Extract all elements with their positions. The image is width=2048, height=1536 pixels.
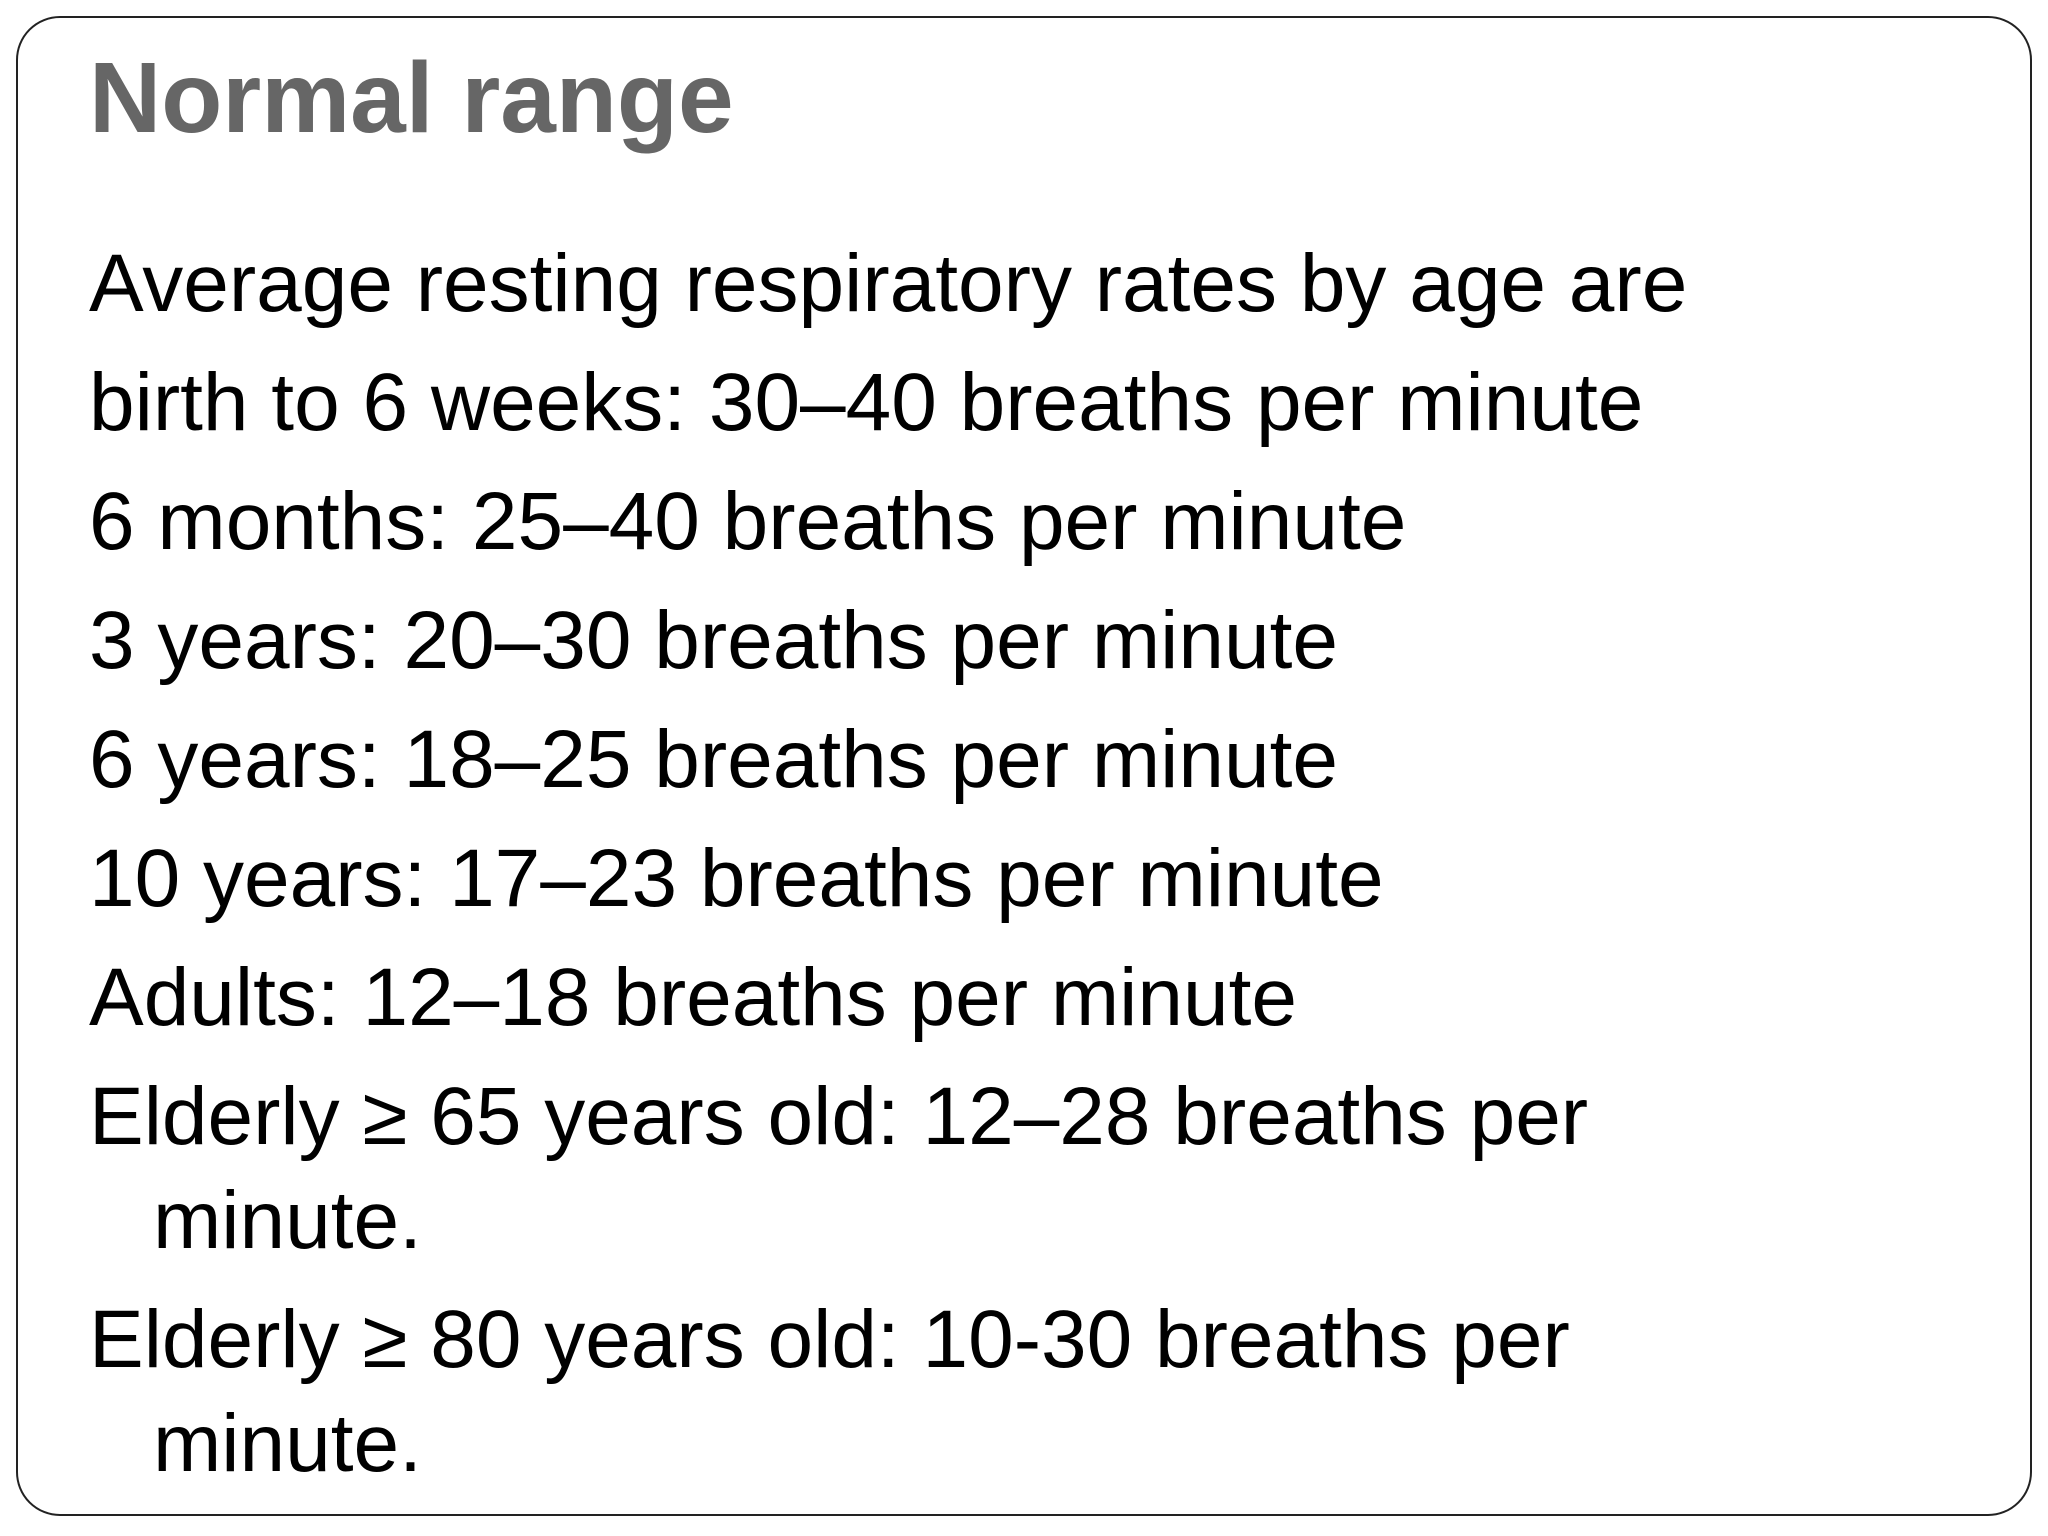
rate-line: 6 years: 18–25 breaths per minute bbox=[89, 714, 1338, 805]
rate-line: 6 months: 25–40 breaths per minute bbox=[89, 476, 1407, 567]
intro-line: Average resting respiratory rates by age… bbox=[89, 238, 1688, 329]
rate-line: 3 years: 20–30 breaths per minute bbox=[89, 595, 1338, 686]
rate-line: Elderly ≥ 80 years old: 10-30 breaths pe… bbox=[89, 1294, 1570, 1489]
slide-body: Average resting respiratory rates by age… bbox=[89, 232, 1809, 1511]
slide-frame bbox=[16, 16, 2032, 1516]
slide-title: Normal range bbox=[89, 42, 734, 154]
rate-line: birth to 6 weeks: 30–40 breaths per minu… bbox=[89, 357, 1644, 448]
rate-line: Adults: 12–18 breaths per minute bbox=[89, 952, 1297, 1043]
rate-line: Elderly ≥ 65 years old: 12–28 breaths pe… bbox=[89, 1071, 1589, 1266]
rate-line: 10 years: 17–23 breaths per minute bbox=[89, 833, 1384, 924]
